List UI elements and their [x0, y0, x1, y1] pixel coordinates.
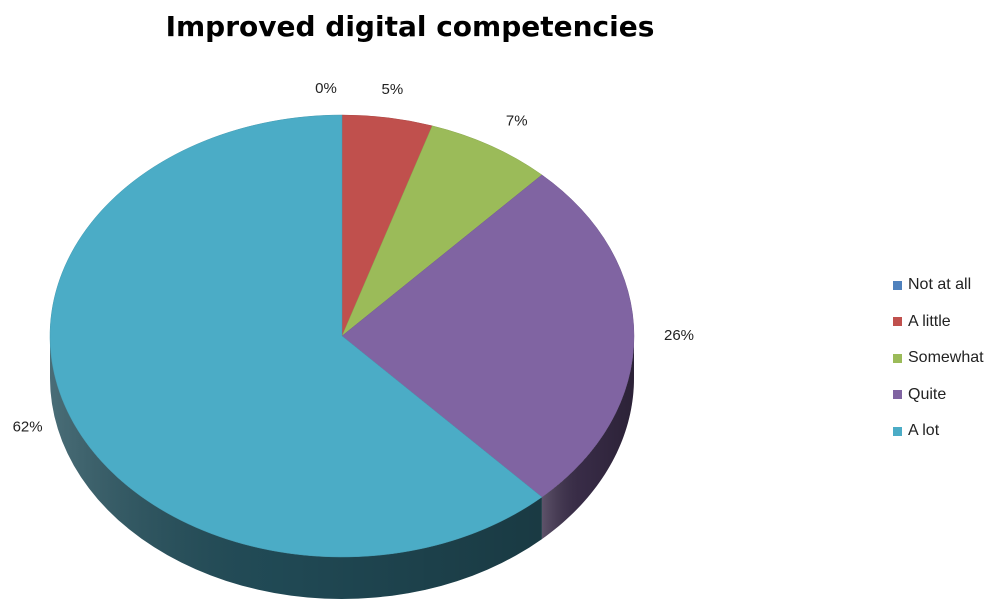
legend-label: A little	[908, 312, 951, 330]
data-label-a-little: 5%	[382, 81, 404, 98]
pie-side-shading	[541, 336, 634, 540]
legend-swatch	[893, 390, 902, 399]
pie-sides	[50, 336, 634, 599]
pie-side-shading	[50, 336, 542, 599]
legend-swatch	[893, 353, 902, 363]
legend-item-quite: Quite	[893, 384, 1001, 406]
legend-swatch	[893, 280, 902, 290]
legend-swatch	[893, 426, 902, 436]
data-label-not-at-all: 0%	[315, 80, 337, 97]
pie-slice-a-lot	[49, 114, 543, 558]
legend-item-somewhat: Somewhat	[893, 347, 1001, 369]
legend-label: Quite	[908, 385, 947, 403]
legend-item-a-little: A little	[893, 311, 1001, 333]
data-label-somewhat: 7%	[506, 113, 528, 130]
legend-label: Somewhat	[908, 349, 984, 366]
data-label-a-lot: 62%	[13, 419, 43, 436]
legend-item-a-lot: A lot	[893, 420, 1001, 442]
legend-item-not-at-all: Not at all	[893, 274, 1001, 296]
data-label-quite: 26%	[664, 327, 694, 344]
legend-swatch	[893, 317, 902, 326]
legend-label: A lot	[908, 422, 940, 439]
pie-data-labels: 0% 5% 7% 26% 62%	[13, 80, 694, 436]
chart-title: Improved digital competencies	[165, 10, 655, 43]
chart-legend: Not at all A little Somewhat Quite A lot	[893, 274, 1001, 457]
legend-label: Not at all	[908, 276, 972, 293]
pie-slice-somewhat	[341, 125, 543, 337]
pie-slice-quite	[341, 174, 635, 498]
pie-slices	[49, 114, 635, 558]
